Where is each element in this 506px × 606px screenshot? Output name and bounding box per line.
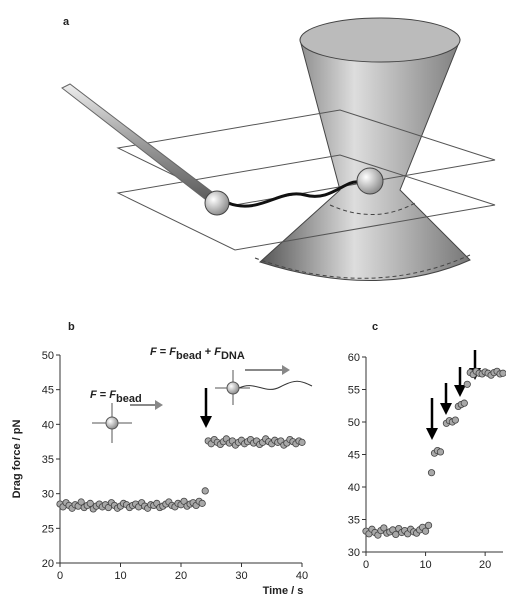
point (427, 469, 436, 477)
x-tick-label: 30 (235, 570, 247, 582)
panel-label: c (372, 321, 378, 333)
y-tick-label: 35 (348, 515, 360, 527)
y-tick-label: 20 (42, 558, 54, 570)
point (201, 487, 209, 495)
icons (92, 350, 481, 443)
beam-dash (329, 202, 416, 215)
x-tick-label: 10 (114, 570, 126, 582)
panel-label: b (68, 321, 75, 333)
annotation-part: bead (176, 350, 202, 362)
beam-top (299, 17, 461, 63)
arrowhead (440, 403, 452, 415)
x-axis-title: Time / s (263, 585, 304, 597)
annotation-part: + (202, 346, 215, 358)
x-tick-label: 20 (175, 570, 187, 582)
point (298, 438, 306, 446)
y-tick-label: 40 (348, 482, 360, 494)
y-tick-label: 60 (348, 352, 360, 364)
pipette (61, 83, 221, 207)
dna (227, 180, 359, 208)
arrowhead (200, 416, 212, 428)
y-tick-label: 50 (42, 350, 54, 362)
point (424, 521, 433, 529)
y-axis-title: Drag force / pN (11, 420, 23, 499)
annotation-part: bead (116, 393, 142, 405)
x-tick-label: 0 (57, 570, 63, 582)
x-tick-label: 20 (479, 559, 491, 571)
diagram: a (61, 16, 496, 281)
y-tick-label: 30 (42, 489, 54, 501)
focal-plane (116, 109, 496, 206)
focal-plane (116, 154, 496, 251)
annotation: F = Fbead + FDNA (150, 346, 245, 362)
y-tick-label: 45 (348, 450, 360, 462)
point (499, 369, 506, 377)
annotation-part: F (150, 346, 157, 358)
bead (356, 167, 384, 195)
point (86, 499, 94, 507)
annotation-part: = (157, 346, 170, 358)
point (451, 416, 459, 424)
beam-cone (259, 39, 471, 281)
annotation-part: F (90, 389, 97, 401)
x-tick-label: 0 (363, 559, 369, 571)
point (421, 527, 430, 535)
annotation-part: F (169, 346, 176, 358)
annotation: F = Fbead (90, 389, 142, 405)
annotation-part: F (109, 389, 116, 401)
y-tick-label: 40 (42, 419, 54, 431)
axis-frame (59, 355, 302, 564)
x-tick-label: 10 (419, 559, 431, 571)
point (460, 399, 468, 407)
annotation-part: F (214, 346, 221, 358)
dna-icon (238, 380, 313, 390)
bead-icon (226, 381, 240, 395)
arrowhead (454, 385, 466, 397)
point (436, 448, 445, 456)
arrowhead (155, 400, 163, 410)
annotation-part: = (97, 389, 110, 401)
y-tick-label: 50 (348, 417, 360, 429)
y-tick-label: 55 (348, 385, 360, 397)
point (198, 499, 206, 507)
bead-icon (105, 416, 119, 430)
y-tick-label: 30 (348, 547, 360, 559)
annotation-part: DNA (221, 350, 245, 362)
point (463, 380, 471, 388)
x-tick-label: 40 (296, 570, 308, 582)
panel-label: a (63, 16, 70, 28)
arrowhead (426, 428, 438, 440)
bead (204, 190, 230, 216)
point (392, 530, 400, 539)
arrowhead (282, 365, 290, 375)
y-tick-label: 35 (42, 454, 54, 466)
point (77, 498, 85, 506)
y-tick-label: 45 (42, 385, 54, 397)
beam-dash (254, 254, 471, 279)
y-tick-label: 25 (42, 523, 54, 535)
